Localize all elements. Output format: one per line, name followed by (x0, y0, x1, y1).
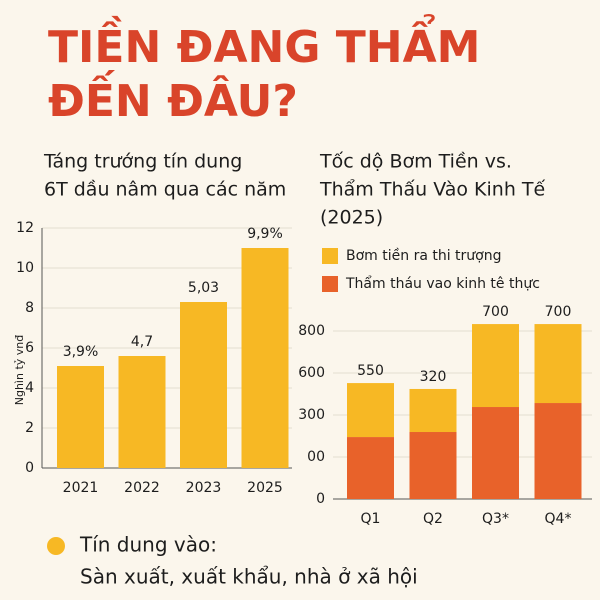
y-axis-label: Nghìn tỷ vnđ (13, 335, 26, 406)
y-tick-label: 00 (307, 449, 325, 465)
legend-swatch (322, 248, 338, 264)
y-tick-label: 8 (25, 300, 34, 316)
y-tick-label: 2 (25, 420, 34, 436)
y-tick-label: 0 (316, 491, 325, 507)
bar-segment (472, 324, 519, 408)
x-tick-label: 2025 (247, 480, 283, 496)
bar-segment (347, 383, 394, 438)
bar-segment (534, 324, 582, 404)
bar (180, 302, 227, 468)
bar-annotation: 700 (545, 304, 572, 320)
x-tick-label: Q1 (361, 511, 381, 527)
bar-annotation: 5,03 (188, 280, 219, 296)
y-tick-label: 6 (25, 340, 34, 356)
bar-annotation: 9,9% (247, 226, 283, 242)
bar-annotation: 4,7 (131, 334, 153, 350)
bar-annotation: 550 (357, 363, 384, 379)
bar-segment (347, 437, 394, 499)
x-tick-label: 2023 (186, 480, 222, 496)
bar-segment (409, 432, 457, 499)
y-tick-label: 12 (16, 220, 34, 236)
bar-annotation: 320 (420, 369, 447, 385)
y-tick-label: 0 (25, 460, 34, 476)
y-tick-label: 4 (25, 380, 34, 396)
x-tick-label: Q2 (423, 511, 443, 527)
legend-swatch (322, 276, 338, 292)
y-tick-label: 600 (298, 365, 325, 381)
headline: ĐẾN ĐÂU? (48, 69, 298, 127)
chart-title: Táng trướng tín dung (43, 151, 242, 173)
x-tick-label: Q4* (545, 511, 572, 527)
bar-segment (472, 407, 519, 499)
bar (57, 366, 104, 468)
chart-title: (2025) (320, 207, 383, 229)
note-text: Sàn xuất, xuất khẩu, nhà ở xã hội (80, 565, 418, 589)
y-tick-label: 300 (298, 407, 325, 423)
x-tick-label: 2022 (124, 480, 160, 496)
chart-title: 6T dầu nâm qua các năm (44, 179, 286, 201)
bar (241, 248, 289, 468)
x-tick-label: Q3* (482, 511, 509, 527)
legend-label: Thẩm tháu vao kinh tê thực (345, 275, 540, 292)
bullet (47, 537, 65, 555)
y-tick-label: 10 (16, 260, 34, 276)
chart-title: Tốc dộ Bơm Tiền vs. (319, 151, 512, 173)
headline: TIỀN ĐANG THẨM (48, 13, 480, 73)
bar-segment (409, 388, 457, 433)
chart-title: Thẩm Thấu Vào Kinh Tế (319, 179, 546, 201)
x-tick-label: 2021 (63, 480, 99, 496)
bar (118, 356, 166, 468)
bar-annotation: 3,9% (63, 344, 99, 360)
bar-annotation: 700 (482, 304, 509, 320)
legend-label: Bơm tiền ra thi trượng (346, 247, 502, 264)
note-heading: Tín dung vào: (79, 533, 217, 557)
y-tick-label: 800 (298, 323, 325, 339)
bar-segment (534, 403, 582, 499)
